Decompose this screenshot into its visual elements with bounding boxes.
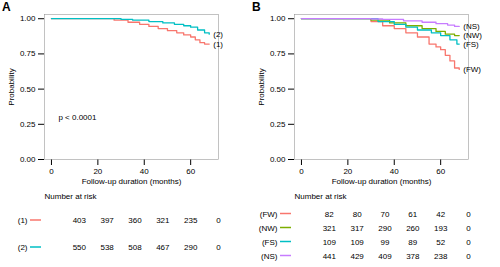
svg-text:0.75: 0.75 — [270, 49, 286, 58]
svg-text:397: 397 — [100, 216, 114, 225]
svg-text:(FW): (FW) — [260, 210, 278, 219]
svg-text:Probability: Probability — [257, 68, 266, 105]
svg-text:290: 290 — [378, 224, 392, 233]
svg-text:80: 80 — [353, 210, 362, 219]
svg-text:238: 238 — [434, 252, 448, 261]
svg-text:(FS): (FS) — [463, 40, 479, 49]
svg-text:429: 429 — [350, 252, 364, 261]
svg-text:0.00: 0.00 — [20, 155, 36, 164]
svg-text:52: 52 — [436, 238, 445, 247]
svg-text:235: 235 — [184, 216, 198, 225]
html-text:A: A — [2, 0, 11, 14]
svg-text:89: 89 — [408, 238, 417, 247]
svg-text:0.50: 0.50 — [20, 85, 36, 94]
svg-text:0: 0 — [216, 216, 221, 225]
svg-text:467: 467 — [156, 243, 170, 252]
svg-text:0.75: 0.75 — [20, 49, 36, 58]
svg-text:0: 0 — [216, 243, 221, 252]
svg-text:0: 0 — [466, 224, 471, 233]
svg-text:0.50: 0.50 — [270, 85, 286, 94]
svg-text:290: 290 — [184, 243, 198, 252]
svg-text:Follow-up duration (months): Follow-up duration (months) — [82, 177, 182, 186]
svg-text:538: 538 — [100, 243, 114, 252]
svg-text:0: 0 — [299, 167, 304, 176]
svg-text:(2): (2) — [18, 243, 28, 252]
svg-text:(2): (2) — [213, 30, 223, 39]
svg-text:82: 82 — [325, 210, 334, 219]
svg-text:20: 20 — [93, 167, 102, 176]
svg-text:0: 0 — [466, 210, 471, 219]
svg-text:378: 378 — [406, 252, 420, 261]
svg-text:40: 40 — [390, 167, 399, 176]
html-text:B: B — [252, 0, 261, 14]
svg-text:1.00: 1.00 — [20, 14, 36, 23]
svg-text:61: 61 — [408, 210, 417, 219]
svg-text:60: 60 — [436, 167, 445, 176]
svg-text:321: 321 — [156, 216, 170, 225]
svg-text:0.25: 0.25 — [270, 120, 286, 129]
svg-text:0: 0 — [49, 167, 54, 176]
svg-text:(FW): (FW) — [463, 65, 481, 74]
svg-text:260: 260 — [406, 224, 420, 233]
svg-text:(NW): (NW) — [259, 224, 278, 233]
svg-text:(NS): (NS) — [463, 22, 480, 31]
svg-text:441: 441 — [323, 252, 337, 261]
svg-text:(FS): (FS) — [262, 238, 278, 247]
svg-text:403: 403 — [73, 216, 87, 225]
svg-text:0: 0 — [466, 238, 471, 247]
svg-text:0: 0 — [466, 252, 471, 261]
svg-text:109: 109 — [350, 238, 364, 247]
svg-text:20: 20 — [343, 167, 352, 176]
svg-text:(1): (1) — [18, 216, 28, 225]
svg-text:109: 109 — [323, 238, 337, 247]
svg-text:Number at risk: Number at risk — [45, 192, 98, 201]
svg-text:1.00: 1.00 — [270, 14, 286, 23]
svg-text:321: 321 — [323, 224, 337, 233]
svg-text:(NS): (NS) — [261, 252, 278, 261]
svg-text:40: 40 — [140, 167, 149, 176]
svg-text:409: 409 — [378, 252, 392, 261]
svg-text:193: 193 — [434, 224, 448, 233]
svg-text:p < 0.0001: p < 0.0001 — [58, 113, 97, 122]
svg-text:(1): (1) — [213, 40, 223, 49]
svg-text:60: 60 — [186, 167, 195, 176]
svg-text:(NW): (NW) — [463, 31, 482, 41]
svg-text:508: 508 — [128, 243, 142, 252]
svg-text:0.00: 0.00 — [270, 155, 286, 164]
svg-text:Follow-up duration (months): Follow-up duration (months) — [332, 177, 432, 186]
svg-text:70: 70 — [381, 210, 390, 219]
svg-text:0.25: 0.25 — [20, 120, 36, 129]
svg-text:317: 317 — [350, 224, 364, 233]
svg-text:99: 99 — [381, 238, 390, 247]
svg-text:Probability: Probability — [7, 68, 16, 105]
svg-text:550: 550 — [73, 243, 87, 252]
svg-text:42: 42 — [436, 210, 445, 219]
svg-text:Number at risk: Number at risk — [295, 192, 348, 201]
svg-text:360: 360 — [128, 216, 142, 225]
